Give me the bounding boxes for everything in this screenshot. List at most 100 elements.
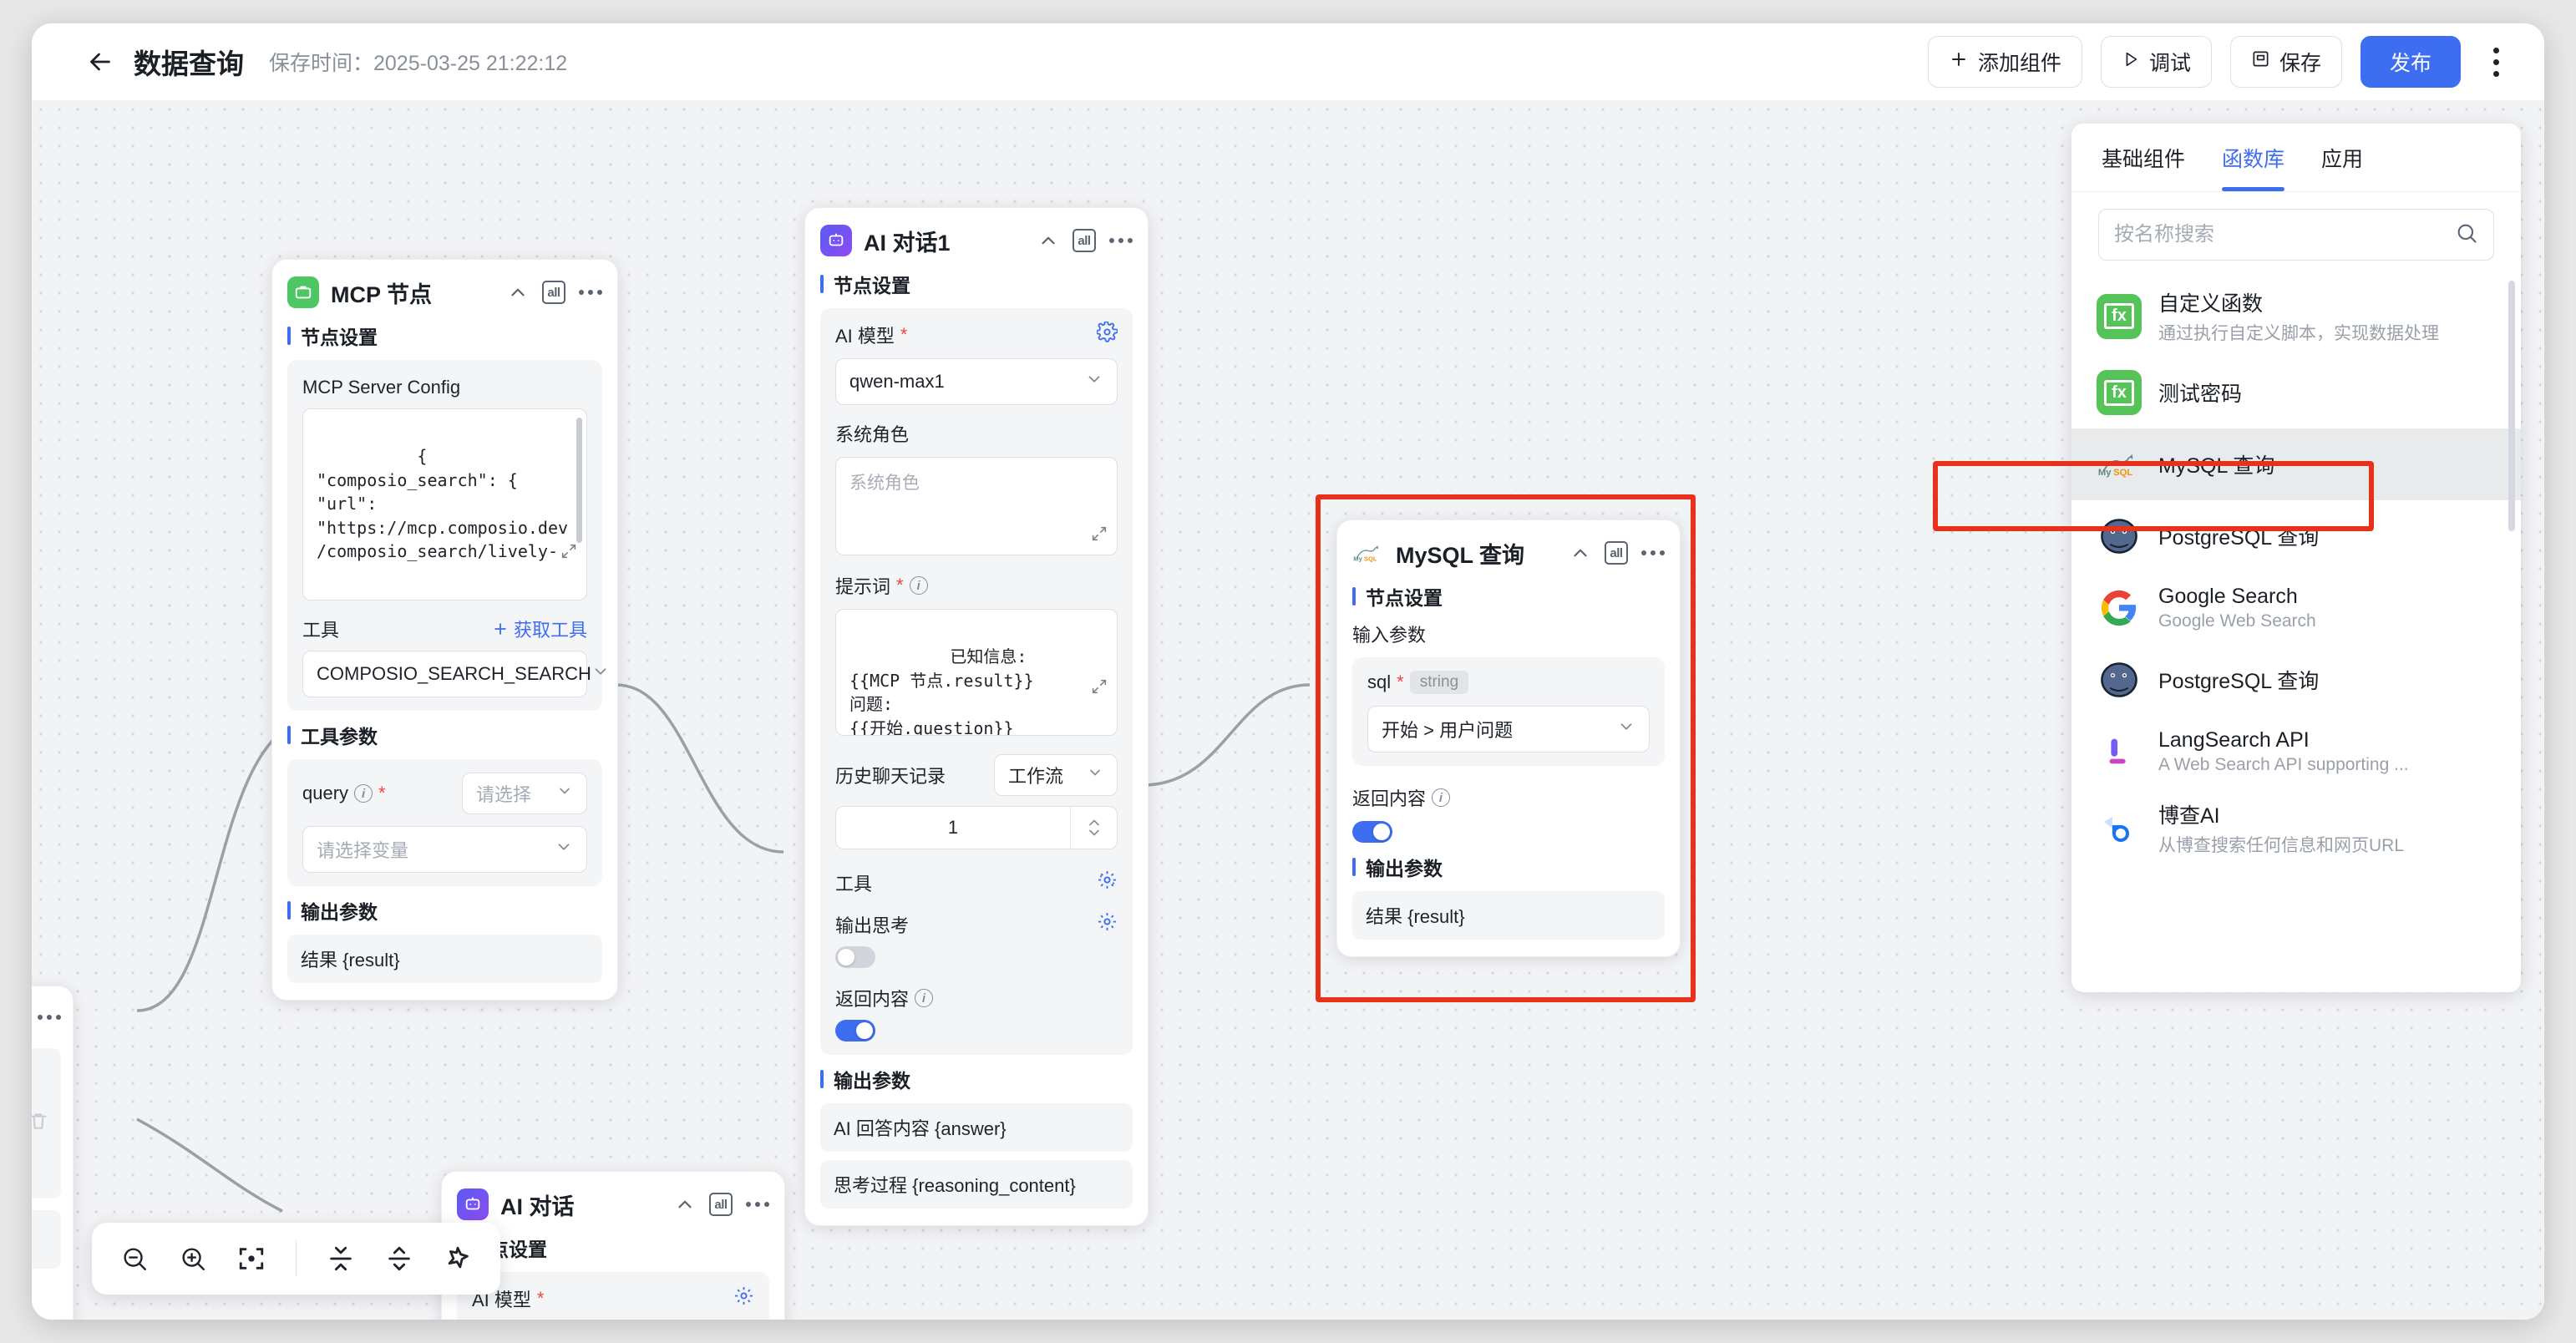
list-item-mysql-query[interactable]: My SQL MySQL 查询 — [2071, 428, 2521, 500]
textarea-scrollbar[interactable] — [576, 418, 582, 543]
svg-text:My: My — [2098, 468, 2112, 478]
chevron-down-icon — [1087, 764, 1103, 786]
gear-icon[interactable] — [1097, 869, 1118, 896]
mcp-query-row: query i * 请选择 — [302, 773, 587, 814]
list-item[interactable]: LangSearch API A Web Search API supporti… — [2071, 716, 2521, 788]
section-output-params: 输出参数 — [820, 1065, 1133, 1093]
plus-icon — [1949, 49, 1969, 75]
add-component-label: 添加组件 — [1977, 52, 2061, 75]
ai1-model-select[interactable]: qwen-max1 — [835, 358, 1118, 405]
list-item[interactable]: fx 测试密码 — [2071, 357, 2521, 428]
ai1-return-content-toggle[interactable] — [835, 1020, 875, 1041]
ai2-model-label: AI 模型 * — [472, 1285, 544, 1312]
mcp-tool-value: COMPOSIO_SEARCH_SEARCH — [317, 663, 591, 684]
collapse-all-icon[interactable] — [327, 1244, 355, 1273]
chevron-up-icon[interactable] — [674, 1193, 696, 1215]
list-item[interactable]: 博查AI 从博查搜索任何信息和网页URL — [2071, 788, 2521, 869]
mcp-tool-select[interactable]: COMPOSIO_SEARCH_SEARCH — [302, 651, 606, 697]
ai1-history-scope-select[interactable]: 工作流 — [994, 754, 1118, 796]
info-icon[interactable]: i — [909, 576, 928, 595]
node-ai-chat-1[interactable]: AI 对话1 all 节点设置 AI 模型 * — [804, 207, 1149, 1226]
fx-icon: fx — [2097, 293, 2142, 339]
list-item[interactable]: Google Search Google Web Search — [2071, 572, 2521, 644]
stepper-arrows[interactable] — [1070, 807, 1117, 849]
publish-button[interactable]: 发布 — [2360, 36, 2461, 88]
save-button[interactable]: 保存 — [2229, 36, 2342, 88]
node-more-menu-icon[interactable] — [1641, 550, 1665, 555]
info-icon[interactable]: i — [354, 784, 373, 803]
tab-applications[interactable]: 应用 — [2321, 147, 2364, 171]
section-node-settings: 节点设置 — [820, 270, 1133, 298]
tab-basic-components[interactable]: 基础组件 — [2102, 147, 2186, 171]
debug-button[interactable]: 调试 — [2100, 36, 2212, 88]
gear-icon[interactable] — [733, 1285, 754, 1312]
gear-icon[interactable] — [1096, 321, 1118, 348]
ai1-output-think-toggle[interactable] — [835, 946, 875, 968]
node-title: AI 对话 — [500, 1193, 575, 1219]
expand-icon[interactable] — [433, 518, 578, 593]
mysql-output-result: 结果 {result} — [1352, 891, 1665, 940]
info-icon[interactable]: i — [915, 989, 934, 1007]
mcp-query-type-select[interactable]: 请选择 — [462, 773, 587, 814]
return-content-text: 返回内容 — [835, 989, 910, 1010]
ai1-history-row: 历史聊天记录 工作流 — [835, 754, 1118, 796]
all-badge-icon[interactable]: all — [1605, 541, 1628, 565]
node-more-menu-icon[interactable] — [746, 1202, 769, 1207]
all-badge-icon[interactable]: all — [1072, 229, 1096, 252]
ai1-history-count-stepper[interactable]: 1 — [835, 806, 1118, 849]
ai1-prompt-textarea[interactable]: 已知信息: {{MCP 节点.result}} 问题: {{开始.questio… — [835, 609, 1118, 736]
function-list[interactable]: fx 自定义函数 通过执行自定义脚本，实现数据处理 fx 测试密码 My — [2071, 272, 2521, 992]
info-icon[interactable]: i — [1432, 788, 1451, 807]
zoom-out-icon[interactable] — [120, 1244, 149, 1273]
list-item[interactable]: PostgreSQL 查询 — [2071, 644, 2521, 716]
model-label-text: AI 模型 — [835, 326, 895, 347]
back-arrow-icon[interactable] — [82, 43, 119, 80]
node-mysql-query[interactable]: My SQL MySQL 查询 all 节点设置 输入参数 sql — [1336, 519, 1681, 957]
expand-icon[interactable] — [963, 653, 1108, 728]
auto-layout-icon[interactable] — [444, 1244, 472, 1273]
mcp-query-variable-value: 请选择变量 — [317, 840, 409, 861]
node-head: all — [32, 998, 61, 1036]
expand-icon[interactable] — [1090, 525, 1108, 548]
all-badge-icon[interactable]: all — [709, 1193, 733, 1216]
add-component-button[interactable]: 添加组件 — [1927, 36, 2082, 88]
mcp-query-variable-select[interactable]: 请选择变量 — [302, 826, 587, 873]
expand-all-icon[interactable] — [385, 1244, 413, 1273]
library-search-wrap — [2071, 192, 2521, 272]
gear-icon[interactable] — [1097, 911, 1118, 938]
fit-view-icon[interactable] — [237, 1244, 266, 1273]
chevron-up-icon[interactable] — [1037, 230, 1059, 251]
chevron-up-icon[interactable] — [1569, 542, 1591, 564]
ai1-system-role-textarea[interactable]: 系统角色 — [835, 457, 1118, 555]
search-box[interactable] — [2098, 209, 2494, 261]
mcp-query-label: query i * — [302, 783, 386, 804]
list-item[interactable]: fx 自定义函数 通过执行自定义脚本，实现数据处理 — [2071, 276, 2521, 357]
node-partial-left[interactable]: all — [32, 986, 74, 1320]
list-item[interactable]: PostgreSQL 查询 — [2071, 500, 2521, 572]
node-more-menu-icon[interactable] — [579, 290, 602, 295]
node-head-actions: all — [32, 1006, 61, 1029]
search-input[interactable] — [2114, 223, 2447, 246]
section-output-params: 输出参数 — [287, 896, 602, 925]
mysql-sql-select[interactable]: 开始 > 用户问题 — [1367, 706, 1650, 753]
search-icon[interactable] — [2455, 221, 2478, 249]
zoom-in-icon[interactable] — [179, 1244, 207, 1273]
tab-function-library[interactable]: 函数库 — [2222, 124, 2285, 191]
zoom-toolbar[interactable] — [92, 1223, 500, 1295]
query-text: query — [302, 783, 349, 803]
node-more-menu-icon[interactable] — [38, 1015, 61, 1020]
node-more-menu-icon[interactable] — [1109, 238, 1133, 243]
trash-icon[interactable] — [32, 1110, 49, 1136]
component-library-panel[interactable]: 基础组件 函数库 应用 fx 自定义函数 通过执行自定义脚本，实现数据处理 f — [2071, 124, 2521, 992]
section-output-params: 输出参数 — [1352, 853, 1665, 881]
get-tools-button[interactable]: 获取工具 — [492, 616, 587, 642]
node-mcp[interactable]: MCP 节点 all 节点设置 MCP Server Config { "com… — [271, 259, 618, 1001]
required-asterisk: * — [1397, 672, 1404, 692]
all-badge-icon[interactable]: all — [542, 281, 565, 304]
page-title: 数据查询 — [134, 48, 244, 79]
chevron-up-icon[interactable] — [507, 281, 529, 303]
list-scrollbar[interactable] — [2508, 281, 2515, 531]
mcp-config-textarea[interactable]: { "composio_search": { "url": "https://m… — [302, 408, 587, 601]
mysql-return-content-toggle[interactable] — [1352, 821, 1392, 843]
header-more-menu-icon[interactable] — [2474, 36, 2518, 88]
